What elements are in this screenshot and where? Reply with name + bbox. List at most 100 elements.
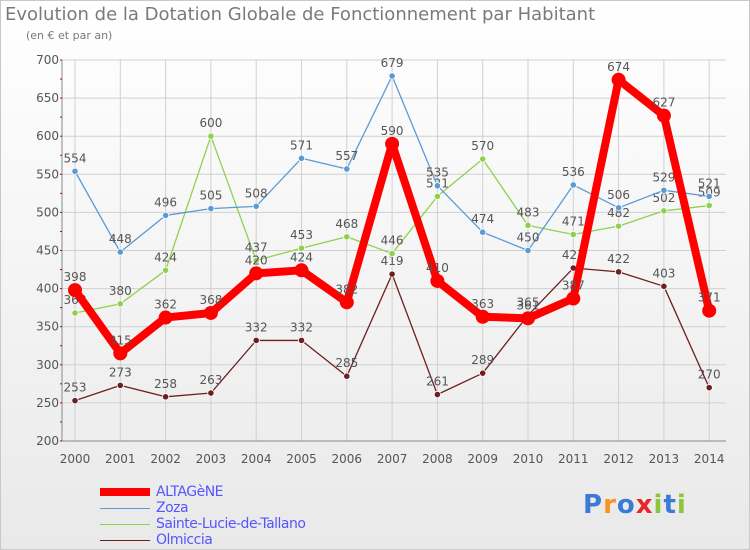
logo-letter: x: [635, 490, 654, 520]
data-point: [388, 249, 396, 258]
data-point: [294, 263, 309, 278]
data-label: 679: [381, 56, 404, 70]
data-label: 258: [154, 377, 177, 391]
data-point: [68, 283, 82, 298]
y-tick-label: 250: [36, 396, 59, 410]
legend-label-olmiccia: Olmiccia: [156, 532, 213, 548]
y-tick-label: 400: [36, 282, 59, 296]
x-tick-label: 2008: [422, 452, 453, 466]
data-label: 382: [335, 282, 358, 296]
data-point: [521, 311, 535, 326]
y-tick-label: 350: [36, 320, 59, 334]
data-label: 529: [652, 170, 675, 184]
data-point: [207, 389, 215, 397]
x-tick-label: 2002: [150, 452, 181, 466]
data-point: [660, 207, 668, 215]
data-point: [343, 165, 351, 173]
data-point: [705, 201, 713, 210]
logo-letter: P: [583, 490, 604, 520]
data-label: 557: [335, 149, 358, 163]
data-point: [162, 393, 170, 401]
data-point: [705, 192, 713, 200]
data-point: [116, 248, 124, 256]
data-label: 508: [245, 186, 268, 200]
logo-letter: r: [603, 490, 617, 520]
data-point: [614, 268, 623, 276]
data-label: 410: [426, 261, 449, 275]
data-point: [249, 266, 264, 281]
y-tick-label: 300: [36, 358, 59, 372]
data-point: [524, 221, 532, 229]
data-point: [611, 72, 626, 87]
chart-subtitle: (en € et par an): [26, 29, 113, 42]
data-label: 502: [652, 191, 675, 205]
y-tick-label: 450: [36, 244, 59, 258]
data-point: [343, 233, 351, 241]
data-point: [660, 186, 668, 194]
data-label: 590: [381, 124, 404, 138]
data-label: 363: [471, 297, 494, 311]
data-point: [614, 204, 623, 212]
data-point: [475, 309, 490, 324]
data-label: 422: [607, 252, 630, 266]
logo-letter: i: [676, 490, 687, 520]
legend-swatch-zoza: [100, 508, 150, 509]
data-point: [385, 136, 400, 151]
data-label: 483: [517, 205, 540, 219]
data-point: [479, 155, 487, 163]
x-tick-label: 2004: [241, 452, 272, 466]
data-point: [252, 202, 260, 210]
data-label: 437: [245, 240, 268, 254]
data-label: 450: [517, 231, 540, 245]
logo-letter: i: [653, 490, 664, 520]
data-point: [162, 211, 170, 220]
data-label: 570: [471, 139, 494, 153]
y-tick-label: 600: [36, 129, 59, 143]
data-label: 554: [64, 151, 87, 165]
y-tick-label: 700: [36, 53, 59, 67]
data-label: 398: [64, 270, 87, 284]
data-label: 571: [290, 138, 313, 152]
data-point: [162, 266, 170, 274]
data-label: 365: [517, 295, 540, 309]
logo-letter: o: [616, 490, 636, 520]
x-tick-label: 2011: [558, 452, 589, 466]
x-tick-label: 2012: [603, 452, 634, 466]
data-label: 600: [199, 116, 222, 130]
data-point: [252, 256, 260, 265]
data-point: [524, 246, 532, 255]
data-point: [71, 397, 79, 405]
data-label: 273: [109, 365, 132, 379]
data-label: 468: [335, 217, 358, 231]
data-label: 380: [109, 284, 132, 298]
data-point: [656, 108, 671, 123]
x-tick-label: 2009: [467, 452, 498, 466]
x-tick-label: 2000: [60, 452, 91, 466]
data-point: [252, 336, 260, 345]
data-label: 420: [245, 253, 268, 267]
data-label: 471: [562, 214, 585, 228]
data-point: [433, 390, 441, 399]
data-label: 627: [652, 96, 675, 110]
data-point: [388, 270, 396, 278]
y-tick-label: 550: [36, 167, 59, 181]
data-point: [479, 369, 487, 377]
data-point: [705, 384, 713, 392]
x-tick-label: 2006: [332, 452, 363, 466]
data-label: 261: [426, 375, 449, 389]
x-tick-label: 2014: [694, 452, 725, 466]
proxiti-logo[interactable]: Proxiti: [583, 490, 687, 520]
data-point: [297, 244, 306, 252]
data-point: [569, 230, 577, 239]
data-point: [660, 282, 668, 290]
data-label: 535: [426, 166, 449, 180]
data-point: [116, 300, 124, 308]
data-label: 285: [335, 356, 358, 370]
data-point: [343, 372, 351, 380]
legend-swatch-olmiccia: [100, 540, 150, 541]
x-tick-label: 2007: [377, 452, 408, 466]
data-point: [339, 295, 354, 310]
data-point: [433, 182, 441, 190]
